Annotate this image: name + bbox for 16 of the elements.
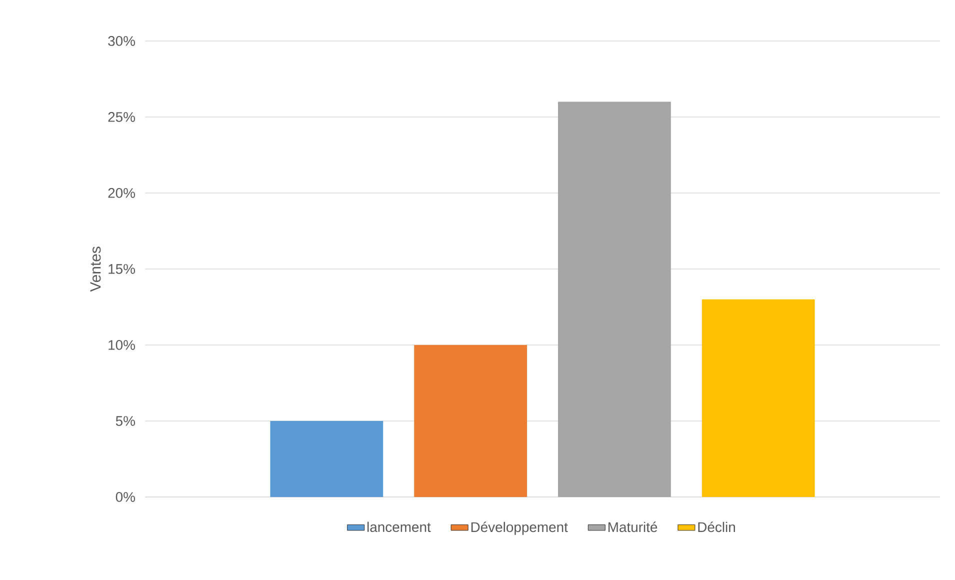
- legend-label: Maturité: [608, 522, 658, 532]
- bar: [702, 299, 815, 497]
- y-tick-label: 5%: [116, 416, 135, 426]
- bar: [414, 344, 528, 497]
- y-tick-label: 0%: [116, 492, 135, 502]
- y-tick-label: 15%: [108, 264, 135, 274]
- y-tick-label: 25%: [108, 112, 135, 122]
- bar: [270, 420, 384, 497]
- legend-label: lancement: [367, 522, 431, 532]
- y-axis-title: Ventes: [90, 246, 101, 292]
- y-tick-label: 20%: [108, 188, 135, 198]
- legend-label: Déclin: [698, 522, 735, 532]
- bar: [558, 102, 671, 497]
- y-tick-label: 30%: [108, 36, 135, 46]
- legend-label: Développement: [471, 522, 568, 535]
- y-tick-label: 10%: [108, 340, 135, 350]
